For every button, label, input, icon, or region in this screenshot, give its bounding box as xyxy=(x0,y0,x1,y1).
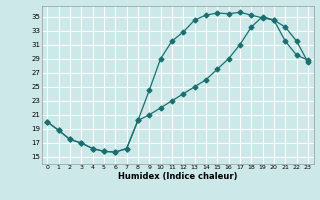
X-axis label: Humidex (Indice chaleur): Humidex (Indice chaleur) xyxy=(118,172,237,181)
